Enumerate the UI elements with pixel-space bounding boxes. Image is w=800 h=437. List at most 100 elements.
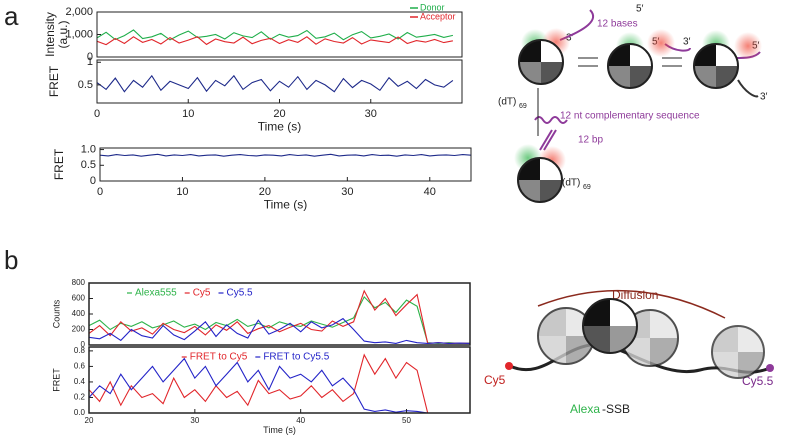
y-axis-label: FRET: [47, 65, 61, 97]
ball-outline: [517, 157, 563, 203]
five-prime: 5′: [636, 4, 644, 15]
ball-outline: [693, 43, 739, 89]
y-tick-label: 0: [87, 51, 93, 63]
y-tick-label: 0.5: [81, 159, 96, 171]
y-tick-label: 0.5: [78, 79, 93, 91]
legend-label: FRET to Cy5: [190, 352, 248, 363]
alexa-label: Alexa: [570, 402, 600, 416]
x-axis-label: Time (s): [258, 119, 302, 133]
dt-label: (dT): [562, 178, 580, 189]
three-prime: 3′: [760, 92, 768, 103]
quadrant: [650, 338, 678, 366]
glow: [734, 32, 762, 60]
x-tick-label: 40: [424, 186, 436, 198]
quadrant: [712, 326, 738, 352]
series-line: [89, 289, 470, 344]
quadrant: [540, 180, 562, 202]
series-line: [89, 353, 470, 413]
quadrant: [738, 352, 764, 378]
y-tick-label: 600: [72, 294, 86, 303]
ssb-ball: [693, 30, 762, 89]
dt-sub: 69: [519, 103, 527, 110]
y-tick-label: 0.4: [74, 377, 86, 386]
y-tick-label: 200: [72, 325, 86, 334]
quadrant: [583, 326, 610, 353]
glow: [647, 29, 675, 57]
dt-label: (dT): [498, 97, 516, 108]
quadrant: [608, 44, 630, 66]
legend: FRET to Cy5 FRET to Cy5.5: [181, 352, 330, 363]
x-tick-label: 30: [190, 416, 199, 425]
y-tick-label: 2,000: [65, 6, 93, 18]
oligo: [534, 116, 568, 124]
panel-label: a: [4, 1, 19, 31]
legend-label: Acceptor: [420, 11, 456, 21]
x-tick-label: 50: [402, 416, 411, 425]
quadrant: [538, 308, 566, 336]
x-tick-label: 20: [273, 108, 285, 120]
y-tick-label: 800: [72, 278, 86, 287]
dt-sub: 69: [583, 184, 591, 191]
complementary-label: 12 nt complementary sequence: [560, 111, 700, 122]
x-tick-label: 10: [182, 108, 194, 120]
quadrant: [541, 62, 563, 84]
quadrant: [519, 62, 541, 84]
x-tick-label: 0: [94, 108, 100, 120]
cy55-label: Cy5.5: [742, 374, 774, 388]
plot-frame: [99, 147, 472, 182]
y-tick-label: 1: [87, 56, 93, 68]
x-tick-label: 0: [97, 186, 103, 198]
quadrant: [630, 66, 652, 88]
y-tick-label: 1,000: [65, 28, 93, 40]
ssb-ball: [711, 325, 765, 379]
quadrant: [738, 326, 764, 352]
quadrant: [540, 158, 562, 180]
x-tick-label: 30: [341, 186, 353, 198]
quadrant: [716, 44, 738, 66]
quadrant: [610, 299, 637, 326]
y-axis-label: (a.u.): [56, 20, 70, 48]
ssb-ball: [607, 29, 675, 89]
x-axis-label: Time (s): [264, 197, 308, 211]
diffusion-arrow: [537, 289, 726, 319]
quadrant: [694, 44, 716, 66]
series-line: [89, 295, 470, 344]
ball-outline: [607, 43, 653, 89]
cy5-dye: [505, 362, 513, 370]
ssb-ball: [582, 298, 638, 354]
ssb-label: -SSB: [602, 402, 630, 416]
ssb-ball: [514, 144, 566, 203]
quadrant: [541, 40, 563, 62]
x-tick-label: 20: [85, 416, 94, 425]
x-tick-label: 20: [259, 186, 271, 198]
y-axis-label: Intensity: [43, 12, 57, 57]
legend-label: FRET to Cy5.5: [263, 352, 329, 363]
quadrant: [630, 44, 652, 66]
bp-label: 12 bp: [578, 135, 603, 146]
quadrant: [712, 352, 738, 378]
ssb-ball: [518, 28, 570, 85]
x-tick-label: 40: [296, 416, 305, 425]
x-tick-label: 10: [176, 186, 188, 198]
three-prime: 3′: [566, 33, 574, 44]
ball-outline: [582, 298, 638, 354]
legend-label: Donor: [420, 2, 445, 12]
y-tick-label: 0.0: [74, 408, 86, 417]
ball-outline: [518, 39, 564, 85]
chart: 0 200 400 600 800 Counts Alexa555 Cy5 Cy5.5: [51, 278, 471, 349]
series-line: [97, 29, 454, 41]
y-axis-label: Counts: [51, 299, 61, 328]
y-tick-label: 0.2: [74, 393, 86, 402]
cy5-label: Cy5: [484, 373, 506, 387]
quadrant: [716, 66, 738, 88]
strand: [737, 79, 759, 98]
quadrant: [538, 336, 566, 364]
quadrant: [610, 326, 637, 353]
legend-label: Alexa555: [135, 288, 177, 299]
quadrant: [518, 158, 540, 180]
y-tick-label: 0.6: [74, 362, 86, 371]
y-axis-label: FRET: [52, 148, 66, 180]
